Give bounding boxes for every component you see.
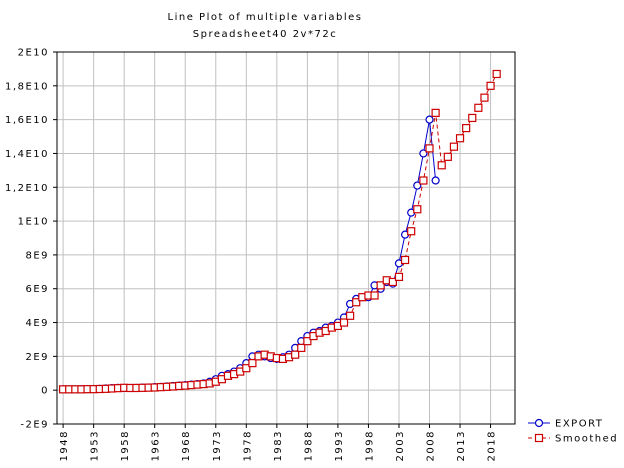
plot-area <box>57 52 515 424</box>
data-point <box>242 364 251 373</box>
data-point <box>297 343 306 353</box>
y-tick-label: 0 <box>41 386 49 397</box>
data-point <box>394 272 404 281</box>
data-point <box>291 350 300 359</box>
y-tick-label: 2E10 <box>18 48 49 59</box>
data-point <box>492 69 501 79</box>
x-tick-label: 2018 <box>487 430 498 461</box>
data-point <box>400 255 410 265</box>
data-point <box>407 227 416 236</box>
y-tick-label: -2E9 <box>20 420 49 431</box>
data-point <box>449 142 459 151</box>
y-tick-label: 1,6E10 <box>5 115 49 126</box>
x-tick-label: 1948 <box>59 430 70 461</box>
legend-marker <box>534 418 544 428</box>
x-tick-label: 1993 <box>334 430 345 461</box>
x-tick-label: 1988 <box>303 430 314 461</box>
x-tick-label: 2008 <box>426 430 437 461</box>
chart-title: Line Plot of multiple variables <box>168 12 363 23</box>
data-point <box>303 337 312 346</box>
data-point <box>419 176 428 185</box>
y-tick-label: 1,8E10 <box>5 81 49 92</box>
x-tick-label: 1978 <box>242 430 253 461</box>
x-tick-label: 1953 <box>90 430 101 461</box>
data-point <box>468 113 477 123</box>
data-point <box>462 123 471 133</box>
data-point <box>352 298 361 307</box>
data-point <box>339 318 349 327</box>
y-tick-label: 4E9 <box>25 318 49 329</box>
data-point <box>419 149 428 158</box>
chart-subtitle: Spreadsheet40 2v*72c <box>193 29 337 40</box>
data-point <box>486 81 495 90</box>
x-tick-label: 2013 <box>456 430 467 461</box>
legend-label: EXPORT <box>555 419 603 430</box>
x-tick-label: 1973 <box>212 430 223 461</box>
y-tick-label: 8E9 <box>25 250 49 261</box>
data-point <box>474 103 483 112</box>
x-tick-label: 1963 <box>151 430 162 461</box>
data-point <box>425 144 434 153</box>
x-tick-label: 1968 <box>181 430 192 461</box>
legend-marker <box>534 433 544 443</box>
data-point <box>431 108 440 117</box>
data-point <box>413 205 422 214</box>
y-tick-label: 1,2E10 <box>5 183 49 194</box>
data-point <box>425 115 434 124</box>
data-point <box>413 181 422 190</box>
data-point <box>455 134 465 143</box>
data-point <box>388 277 397 287</box>
data-point <box>443 152 452 161</box>
y-tick-label: 1,4E10 <box>5 149 49 160</box>
x-tick-label: 1998 <box>364 430 375 461</box>
plot-frame <box>56 51 516 425</box>
y-tick-label: 6E9 <box>25 284 49 295</box>
data-point <box>480 93 489 102</box>
y-tick-label: 1E10 <box>18 217 49 228</box>
data-point <box>370 291 379 300</box>
data-point <box>346 311 355 320</box>
data-point <box>431 176 440 185</box>
data-point <box>437 161 446 170</box>
x-tick-label: 1983 <box>273 430 284 461</box>
x-tick-label: 1958 <box>120 430 131 461</box>
y-tick-label: 2E9 <box>25 352 49 363</box>
data-point <box>248 359 257 368</box>
x-tick-label: 2003 <box>395 430 406 461</box>
data-point <box>376 281 385 290</box>
legend-label: Smoothed <box>555 434 618 445</box>
